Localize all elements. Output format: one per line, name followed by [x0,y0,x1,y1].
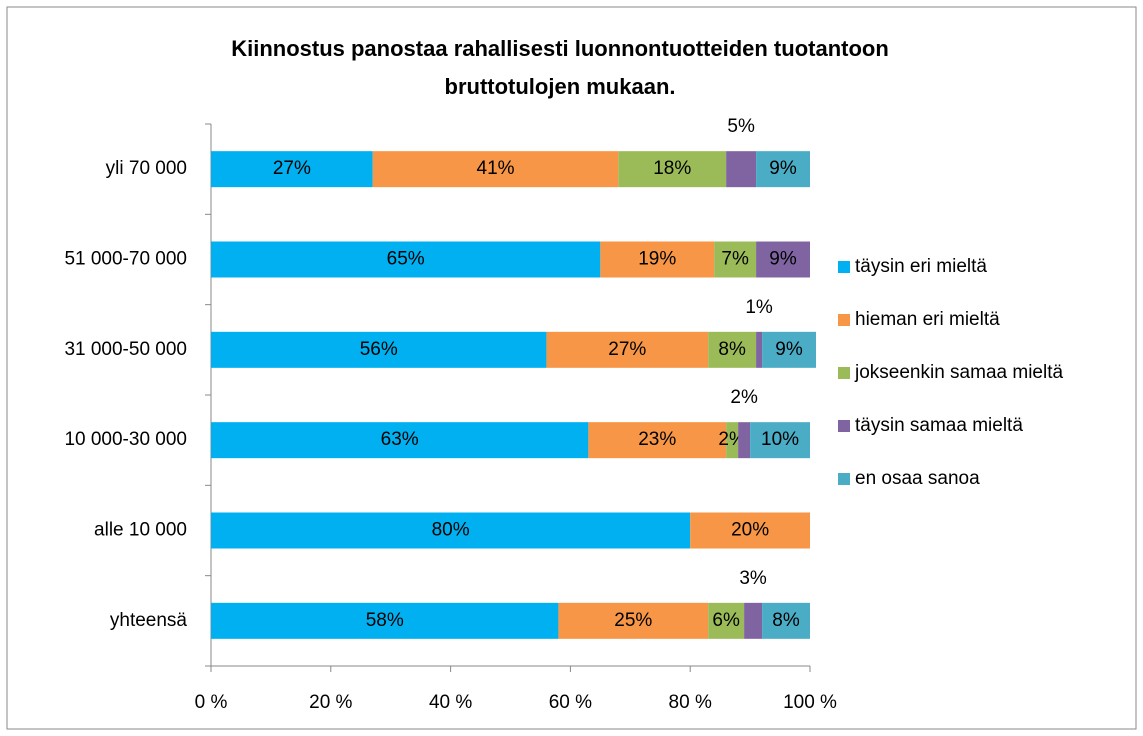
y-tick-label: 31 000-50 000 [64,339,187,360]
data-label: 18% [653,158,691,179]
legend-swatch [838,367,850,379]
bar-segment [211,422,589,459]
y-tick-label: 10 000-30 000 [64,429,187,450]
data-label: 9% [769,249,797,270]
legend-label: jokseenkin samaa mieltä [854,362,1063,383]
bar-segment [756,241,810,278]
bar-segment [211,512,691,549]
bar-segment [211,241,601,278]
chart-title: bruttotulojen mukaan. [445,74,676,99]
x-tick-label: 20 % [309,692,352,713]
bar-segment [211,151,373,188]
bar-segment [714,241,757,278]
legend-swatch [838,473,850,485]
bar-segment [690,512,810,549]
bar-segment [546,331,709,368]
data-label: 3% [739,568,767,589]
data-label: 58% [366,610,404,631]
bar-segment [708,331,757,368]
x-tick-label: 0 % [195,692,228,713]
bar-segment [762,331,816,368]
data-label: 20% [731,520,769,541]
legend-label: täysin eri mieltä [855,256,987,277]
data-label: 80% [432,520,470,541]
bar-segment [600,241,715,278]
legend-label: täysin samaa mieltä [855,415,1023,436]
legend-label: en osaa sanoa [855,468,980,489]
data-label: 56% [360,339,398,360]
x-tick-label: 60 % [549,692,592,713]
bar-segment [726,422,739,459]
data-label: 41% [477,158,515,179]
data-label: 10% [761,429,799,450]
bar-segment [211,602,559,639]
data-label: 23% [638,429,676,450]
bar-segment [726,151,757,188]
data-label: 9% [769,158,797,179]
x-tick-label: 100 % [783,692,837,713]
y-tick-label: yli 70 000 [106,158,187,179]
data-label: 19% [638,249,676,270]
y-tick-label: 51 000-70 000 [64,249,187,270]
data-label: 27% [608,339,646,360]
data-label: 7% [721,249,749,270]
data-label: 27% [273,158,311,179]
bar-segment [762,602,810,639]
legend-label: hieman eri mieltä [855,309,1000,330]
data-label: 2% [730,387,758,408]
y-tick-label: yhteensä [110,610,188,631]
legend-swatch [838,261,850,273]
data-label: 6% [712,610,740,631]
bar-segment [708,602,745,639]
data-label: 5% [727,116,755,137]
bar-segment [738,422,751,459]
bar-segment [588,422,727,459]
x-tick-label: 80 % [669,692,712,713]
data-label: 63% [381,429,419,450]
legend-swatch [838,314,850,326]
bar-segment [558,602,709,639]
bar-segment [372,151,619,188]
bar-segment [211,331,547,368]
legend-swatch [838,420,850,432]
bar-segment [744,602,763,639]
data-label: 1% [745,297,773,318]
data-label: 25% [614,610,652,631]
bar-segment [618,151,727,188]
data-label: 8% [772,610,800,631]
chart-title: Kiinnostus panostaa rahallisesti luonnon… [231,36,889,61]
bar-segment [756,331,763,368]
bar-segment [756,151,810,188]
data-label: 8% [718,339,746,360]
bar-segment [750,422,810,459]
data-label: 9% [775,339,803,360]
data-label: 65% [387,249,425,270]
x-tick-label: 40 % [429,692,472,713]
y-tick-label: alle 10 000 [94,520,187,541]
